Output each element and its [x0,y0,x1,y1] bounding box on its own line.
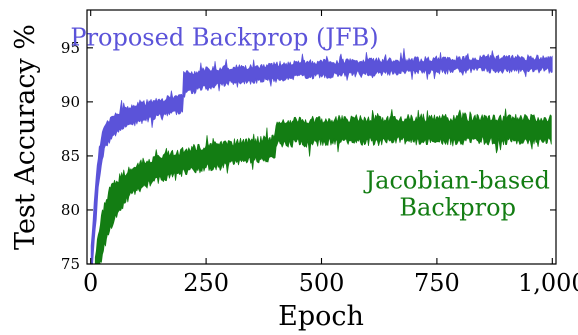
y-tick-label: 80 [61,201,80,219]
series-band [94,108,552,264]
x-tick-label: 1,000 [518,269,578,297]
x-tick-label: 500 [299,269,345,297]
series-bands [90,48,553,264]
x-axis-title: Epoch [278,301,364,332]
y-tick-label: 95 [61,39,80,57]
y-axis-title: Test Accuracy % [10,24,41,250]
series-annotation: Jacobian-based Backprop [363,166,550,221]
y-tick-label: 85 [61,147,80,165]
y-tick-label: 75 [61,255,80,273]
series-annotation: Proposed Backprop (JFB) [70,24,378,52]
x-tick-label: 750 [414,269,460,297]
series-annotations: Proposed Backprop (JFB) Jacobian-based Bac… [70,24,549,222]
annotation-line: Proposed Backprop (JFB) [70,24,378,52]
x-tick-label: 0 [83,269,98,297]
y-axis-ticks: 75 80 85 90 95 [61,39,556,273]
series-band [90,48,553,264]
y-tick-label: 90 [61,93,80,111]
annotation-line: Backprop [399,193,516,221]
x-tick-label: 250 [183,269,229,297]
x-axis-ticks: 0 250 500 750 1,000 [83,10,578,297]
annotation-line: Jacobian-based [363,166,550,194]
